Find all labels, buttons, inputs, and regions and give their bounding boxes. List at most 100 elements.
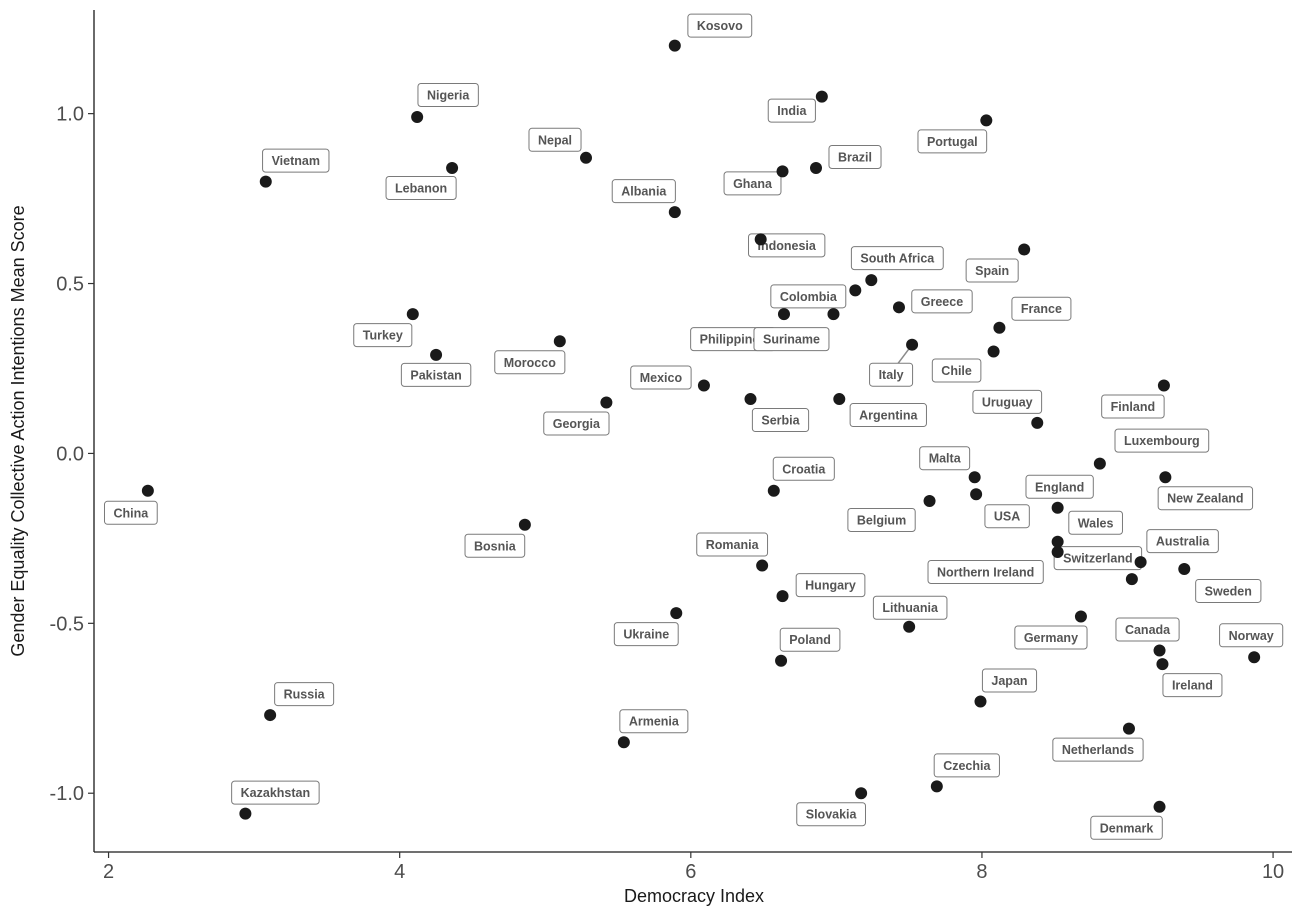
- x-tick-label: 4: [394, 861, 405, 883]
- point-label-box: [779, 627, 841, 652]
- data-point: [668, 39, 681, 52]
- point-label: Croatia: [772, 456, 835, 481]
- point-label: Serbia: [751, 408, 810, 433]
- point-label: Uruguay: [972, 389, 1043, 414]
- point-label-box: [528, 127, 582, 152]
- point-label-box: [1101, 394, 1165, 419]
- data-point: [1134, 556, 1147, 569]
- data-point: [553, 335, 566, 348]
- point-label: Ghana: [723, 171, 782, 196]
- point-label: New Zealand: [1157, 486, 1254, 511]
- point-label-text: Australia: [1156, 535, 1211, 549]
- data-point: [617, 736, 630, 749]
- point-label-box: [1011, 296, 1072, 321]
- point-label: Turkey: [353, 323, 413, 348]
- x-tick-label: 2: [103, 861, 114, 883]
- point-label-text: Belgium: [857, 513, 906, 527]
- point-label: Australia: [1146, 529, 1219, 554]
- data-point: [968, 471, 981, 484]
- point-label: Vietnam: [262, 148, 330, 173]
- point-label-box: [911, 289, 973, 314]
- point-label-text: Greece: [921, 295, 963, 309]
- data-point: [970, 488, 983, 501]
- data-point: [903, 620, 916, 633]
- point-label-box: [1219, 623, 1284, 648]
- point-label-text: Lebanon: [395, 182, 447, 196]
- point-label-text: Ukraine: [623, 628, 669, 642]
- point-label: Northern Ireland: [927, 559, 1044, 584]
- point-label-box: [630, 365, 692, 390]
- point-label-box: [1195, 578, 1262, 603]
- point-label: Canada: [1115, 617, 1180, 642]
- point-label-box: [1162, 673, 1223, 698]
- data-point: [668, 206, 681, 219]
- data-points: [141, 39, 1261, 820]
- point-label-box: [772, 456, 835, 481]
- point-label-box: [723, 171, 782, 196]
- point-label-text: India: [777, 104, 807, 118]
- point-label: Chile: [931, 358, 982, 383]
- point-label-text: Brazil: [838, 151, 872, 165]
- point-label-box: [1146, 529, 1219, 554]
- point-label: Ireland: [1162, 673, 1223, 698]
- point-label-box: [1114, 428, 1210, 453]
- point-label: Lebanon: [385, 176, 457, 201]
- point-label-box: [984, 504, 1030, 529]
- point-label-text: Pakistan: [410, 368, 461, 382]
- point-label-text: Wales: [1078, 516, 1114, 530]
- point-label-text: Japan: [991, 674, 1027, 688]
- point-label: Mexico: [630, 365, 692, 390]
- data-point: [923, 494, 936, 507]
- data-point: [141, 484, 154, 497]
- data-point: [810, 162, 823, 175]
- data-point: [1156, 658, 1169, 671]
- point-label-text: South Africa: [860, 252, 935, 266]
- point-label-box: [619, 709, 689, 734]
- point-label-box: [1014, 625, 1088, 650]
- point-label-text: Russia: [284, 688, 326, 702]
- data-point: [767, 484, 780, 497]
- point-label: Sweden: [1195, 578, 1262, 603]
- point-label: South Africa: [850, 246, 944, 271]
- point-label-box: [850, 246, 944, 271]
- data-point: [1093, 457, 1106, 470]
- point-label-text: Slovakia: [806, 808, 858, 822]
- point-label: Pakistan: [400, 362, 472, 387]
- data-point: [777, 308, 790, 321]
- point-label-box: [274, 682, 335, 707]
- data-point: [987, 345, 1000, 358]
- point-label-text: USA: [994, 510, 1020, 524]
- point-label: India: [767, 98, 816, 123]
- data-point: [600, 396, 613, 409]
- point-label-text: New Zealand: [1167, 492, 1243, 506]
- point-label-text: Philippines: [700, 333, 767, 347]
- point-label: Norway: [1219, 623, 1284, 648]
- point-label: Russia: [274, 682, 335, 707]
- point-label-text: Poland: [789, 633, 831, 647]
- point-label-text: Spain: [975, 264, 1009, 278]
- point-label-text: Nigeria: [427, 89, 470, 103]
- point-label-box: [103, 500, 158, 525]
- point-label-box: [385, 176, 457, 201]
- point-labels: Kosovo India Nigeria Portugal Nepal Brazil Leb…: [103, 13, 1284, 840]
- x-tick-label: 10: [1262, 861, 1284, 883]
- data-point: [670, 607, 683, 620]
- point-label: Kazakhstan: [231, 780, 320, 805]
- point-label-text: Malta: [929, 452, 962, 466]
- point-label-box: [849, 403, 927, 428]
- point-label-text: Suriname: [763, 333, 820, 347]
- data-point: [697, 379, 710, 392]
- point-label-box: [687, 13, 753, 38]
- point-label-box: [927, 559, 1044, 584]
- point-label-box: [751, 408, 810, 433]
- y-tick-label: 0.5: [56, 274, 84, 296]
- point-label-box: [1025, 474, 1094, 499]
- point-label-text: Armenia: [629, 715, 680, 729]
- point-label: Switzerland: [1053, 546, 1143, 571]
- point-label-text: Chile: [941, 364, 972, 378]
- point-label: Slovakia: [796, 802, 866, 827]
- point-label-box: [931, 358, 982, 383]
- point-label-box: [611, 179, 676, 204]
- point-label: Armenia: [619, 709, 689, 734]
- point-label-text: Bosnia: [474, 539, 517, 553]
